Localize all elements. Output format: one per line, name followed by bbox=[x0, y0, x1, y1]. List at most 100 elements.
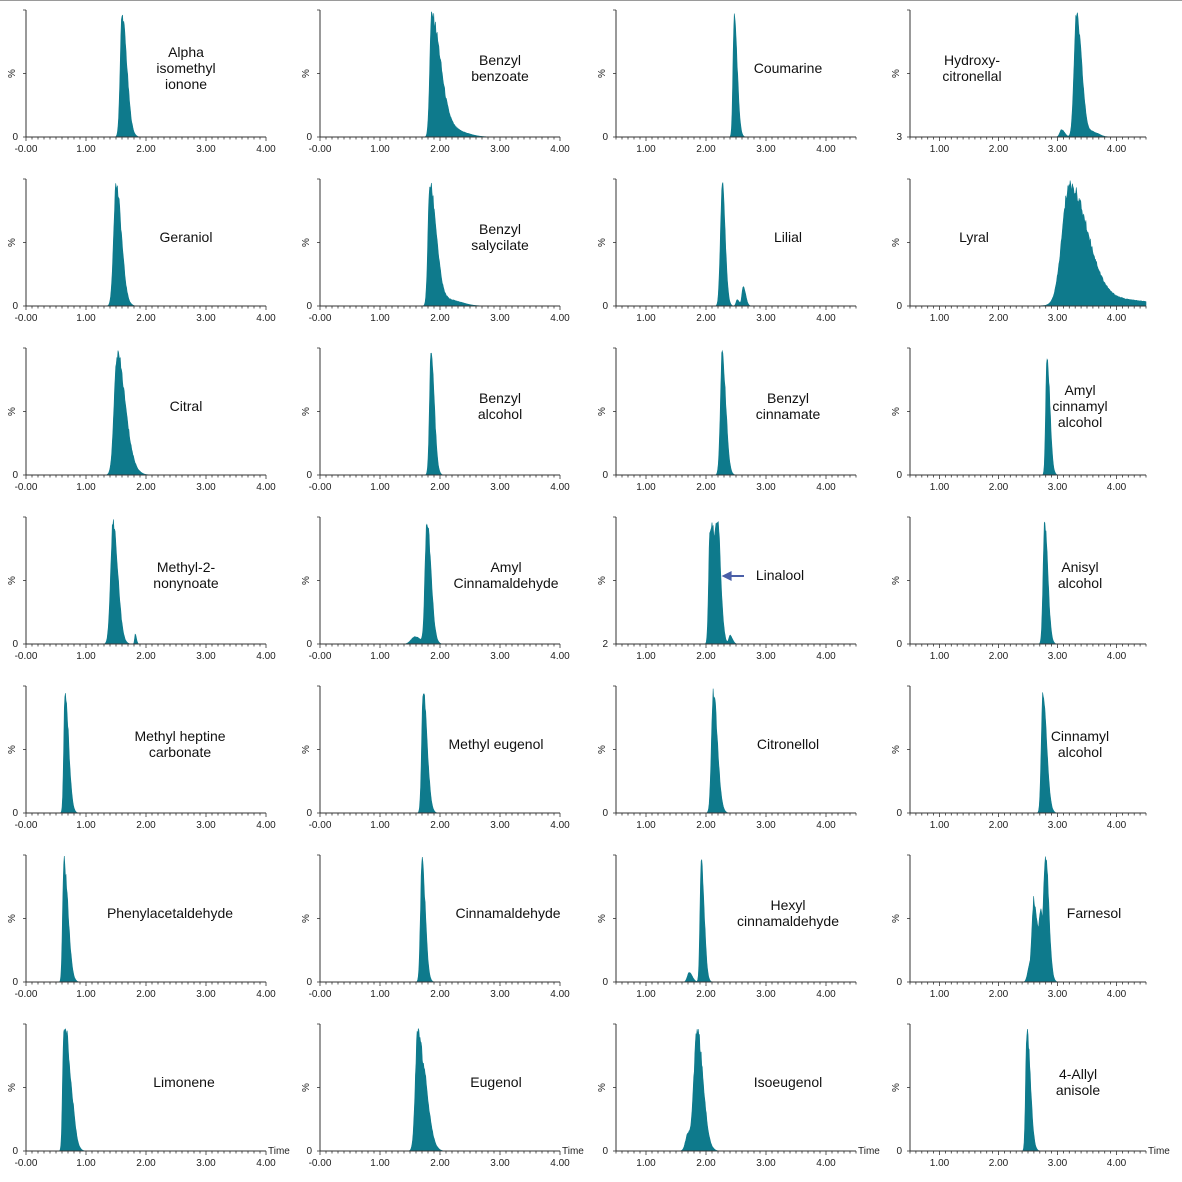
chromatogram-panel: 1.00 2.00 3.00 4.00 0% Citronellol bbox=[590, 676, 886, 844]
compound-label: Citral bbox=[170, 398, 203, 414]
chromatogram-trace bbox=[320, 1028, 560, 1152]
x-tick-label: 2.00 bbox=[136, 1158, 156, 1169]
compound-label: Benzyl bbox=[479, 221, 521, 237]
x-tick-label: -0.00 bbox=[309, 651, 332, 662]
x-tick-label: 2.00 bbox=[136, 820, 156, 831]
chromatogram-panel: -0.00 1.00 2.00 3.00 4.00 0% Phenylacetaldehyd… bbox=[0, 845, 296, 1013]
x-tick-label: 3.00 bbox=[1048, 1158, 1068, 1169]
x-tick-label: 1.00 bbox=[930, 989, 950, 1000]
y-axis-title: % bbox=[891, 407, 902, 416]
x-tick-label: 4.00 bbox=[550, 651, 570, 662]
x-tick-label: 2.00 bbox=[696, 1158, 716, 1169]
compound-label: Hexyl bbox=[770, 897, 805, 913]
x-tick-label: 4.00 bbox=[1107, 313, 1127, 324]
annotation-arrow-head bbox=[721, 571, 732, 581]
y-min-label: 0 bbox=[306, 470, 312, 481]
x-tick-label: 4.00 bbox=[1107, 820, 1127, 831]
y-axis-title: % bbox=[7, 407, 18, 416]
x-tick-label: 3.00 bbox=[490, 482, 510, 493]
compound-label: Benzyl bbox=[479, 52, 521, 68]
x-tick-label: 2.00 bbox=[989, 989, 1009, 1000]
x-tick-label: -0.00 bbox=[15, 313, 38, 324]
y-axis-title: % bbox=[301, 745, 312, 754]
y-min-label: 0 bbox=[602, 977, 608, 988]
x-tick-label: 1.00 bbox=[76, 651, 96, 662]
y-min-label: 0 bbox=[896, 639, 902, 650]
chromatogram-trace bbox=[26, 1028, 266, 1152]
x-tick-label: 1.00 bbox=[76, 989, 96, 1000]
chromatogram-panel: 1.00 2.00 3.00 4.00 0% Coumarine bbox=[590, 0, 886, 168]
chromatogram-panel: 1.00 2.00 3.00 4.00 3% Hydroxy-citronellal bbox=[884, 0, 1180, 168]
x-tick-label: -0.00 bbox=[309, 144, 332, 155]
chromatogram-trace bbox=[616, 182, 856, 307]
compound-label: carbonate bbox=[149, 744, 211, 760]
x-tick-label: 2.00 bbox=[136, 313, 156, 324]
x-tick-label: 2.00 bbox=[989, 1158, 1009, 1169]
x-tick-label: -0.00 bbox=[309, 482, 332, 493]
compound-label: cinnamyl bbox=[1052, 398, 1107, 414]
compound-label: Methyl eugenol bbox=[449, 736, 544, 752]
y-axis-title: % bbox=[597, 407, 608, 416]
x-tick-label: -0.00 bbox=[15, 820, 38, 831]
x-tick-label: 1.00 bbox=[930, 313, 950, 324]
y-min-label: 0 bbox=[896, 977, 902, 988]
x-tick-label: -0.00 bbox=[15, 482, 38, 493]
x-tick-label: 4.00 bbox=[256, 144, 276, 155]
x-tick-label: 4.00 bbox=[550, 482, 570, 493]
compound-label: Cinnamyl bbox=[1051, 728, 1109, 744]
y-min-label: 3 bbox=[896, 132, 902, 143]
chromatogram-panel: 1.00 2.00 3.00 4.00 0% Farnesol bbox=[884, 845, 1180, 1013]
chromatogram-svg: -0.00 1.00 2.00 3.00 4.00 0% Time Limonene bbox=[7, 1023, 290, 1169]
x-tick-label: 1.00 bbox=[930, 820, 950, 831]
chromatogram-panel: 1.00 2.00 3.00 4.00 0% Time 4-Allyl anisole bbox=[884, 1014, 1180, 1182]
x-tick-label: 2.00 bbox=[136, 989, 156, 1000]
compound-label: nonynoate bbox=[153, 575, 219, 591]
compound-label: Lyral bbox=[959, 229, 989, 245]
x-tick-label: 3.00 bbox=[1048, 820, 1068, 831]
y-axis-title: % bbox=[597, 745, 608, 754]
x-tick-label: -0.00 bbox=[15, 1158, 38, 1169]
x-tick-label: 3.00 bbox=[1048, 482, 1068, 493]
x-tick-label: 3.00 bbox=[196, 313, 216, 324]
chromatogram-panel: 1.00 2.00 3.00 4.00 0% Cinnamyl alcohol bbox=[884, 676, 1180, 844]
x-tick-label: 4.00 bbox=[816, 820, 836, 831]
x-tick-label: 1.00 bbox=[636, 313, 656, 324]
chromatogram-trace bbox=[616, 521, 856, 645]
x-axis-title: Time bbox=[858, 1146, 880, 1157]
chromatogram-panel: 1.00 2.00 3.00 4.00 0% Anisyl alcohol bbox=[884, 507, 1180, 675]
chromatogram-svg: -0.00 1.00 2.00 3.00 4.00 0% Alphaisomethylion… bbox=[7, 9, 276, 155]
compound-label: Lilial bbox=[774, 229, 802, 245]
chromatogram-svg: -0.00 1.00 2.00 3.00 4.00 0% Methyl eugenol bbox=[301, 685, 570, 831]
chromatogram-svg: -0.00 1.00 2.00 3.00 4.00 0% Citral bbox=[7, 347, 276, 493]
y-axis-title: % bbox=[891, 69, 902, 78]
top-rule bbox=[0, 0, 1182, 1]
y-axis-title: % bbox=[597, 914, 608, 923]
compound-label: Limonene bbox=[153, 1074, 215, 1090]
compound-label: Methyl heptine bbox=[134, 728, 225, 744]
chromatogram-trace bbox=[910, 180, 1147, 307]
x-tick-label: 4.00 bbox=[816, 144, 836, 155]
y-min-label: 0 bbox=[12, 977, 18, 988]
y-axis-title: % bbox=[7, 576, 18, 585]
x-tick-label: 3.00 bbox=[196, 1158, 216, 1169]
x-tick-label: 3.00 bbox=[1048, 313, 1068, 324]
chromatogram-svg: 1.00 2.00 3.00 4.00 0% Time Isoeugenol bbox=[597, 1023, 880, 1169]
x-tick-label: 1.00 bbox=[370, 989, 390, 1000]
x-tick-label: 4.00 bbox=[256, 820, 276, 831]
chromatogram-trace bbox=[26, 350, 266, 476]
y-axis-title: % bbox=[891, 914, 902, 923]
x-tick-label: 1.00 bbox=[76, 1158, 96, 1169]
x-axis-title: Time bbox=[562, 1146, 584, 1157]
compound-label: Linalool bbox=[756, 567, 804, 583]
compound-label: ionone bbox=[165, 76, 207, 92]
x-tick-label: 4.00 bbox=[816, 1158, 836, 1169]
x-tick-label: -0.00 bbox=[309, 989, 332, 1000]
compound-label: Farnesol bbox=[1067, 905, 1121, 921]
y-min-label: 0 bbox=[602, 470, 608, 481]
chromatogram-trace bbox=[320, 352, 560, 476]
x-tick-label: 2.00 bbox=[696, 651, 716, 662]
